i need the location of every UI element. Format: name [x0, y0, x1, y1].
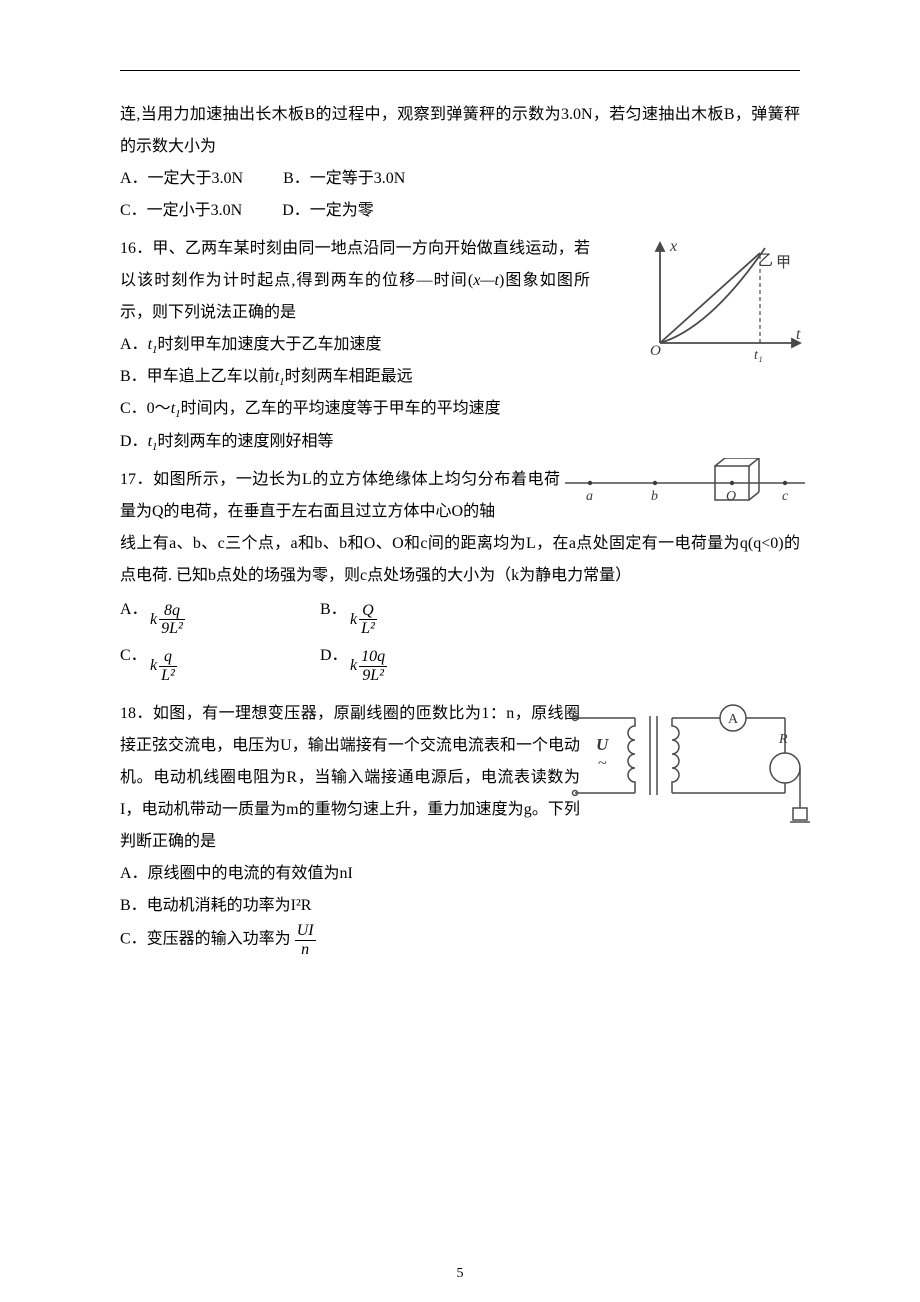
q18-opt-c-pre: C．变压器的输入功率为 [120, 931, 291, 948]
q18-stem: 18．如图，有一理想变压器，原副线圈的匝数比为1：n，原线圈接正弦交流电，电压为… [120, 698, 580, 858]
q17-opt-b-label: B． [320, 600, 350, 619]
ammeter-label: A [728, 712, 739, 727]
q18-option-c: C．变压器的输入功率为 UIn [120, 922, 800, 958]
q18-opt-c-num: UI [295, 922, 316, 941]
q16-opt-b-post: 时刻两车相距最远 [285, 368, 413, 385]
axis-x-label: x [669, 238, 677, 255]
q15-continuation: 连,当用力加速抽出长木板B的过程中，观察到弹簧秤的示数为3.0N，若匀速抽出木板… [120, 99, 800, 163]
q17-opt-a-num: 8q [159, 602, 185, 621]
q17-opt-b-k: k [350, 611, 357, 628]
q16-block: x t O t₁ 甲 乙 16．甲、乙两车某时刻由同一地点沿同一方向开始做直线运… [120, 233, 800, 458]
q16-opt-b-pre: B．甲车追上乙车以前 [120, 368, 275, 385]
q15-option-b: B．一定等于3.0N [283, 170, 405, 187]
q17-opt-d-k: k [350, 657, 357, 674]
q16-stem: 16．甲、乙两车某时刻由同一地点沿同一方向开始做直线运动，若以该时刻作为计时起点… [120, 233, 590, 329]
q17-opt-d-den: 9L² [359, 667, 387, 685]
q17-stem-part1: 17．如图所示，一边长为L的立方体绝缘体上均匀分布着电荷量为Q的电荷，在垂直于左… [120, 464, 560, 528]
tilde-label: ~ [598, 755, 607, 772]
pt-c: c [782, 489, 789, 504]
q18-figure: A U ~ R [570, 698, 810, 833]
q17-option-d: D． k10q9L² [320, 646, 520, 684]
q18-option-a: A．原线圈中的电流的有效值为nI [120, 858, 800, 890]
q17-opt-d-label: D． [320, 646, 350, 665]
q16-opt-a-post: 时刻甲车加速度大于乙车加速度 [158, 336, 382, 353]
q17-opt-c-k: k [150, 657, 157, 674]
q18-block: A U ~ R 18．如图，有一理想变压器，原副线圈的匝数比为1：n，原线圈接正… [120, 698, 800, 958]
q15-options-row2: C．一定小于3.0N D．一定为零 [120, 195, 800, 227]
q16-xt: x—t [473, 272, 499, 289]
q17-figure: a b O c [560, 458, 810, 523]
q17-opt-c-num: q [159, 648, 177, 667]
t1-label: t₁ [754, 348, 763, 363]
axis-t-label: t [796, 326, 801, 343]
q17-opt-a-label: A． [120, 600, 150, 619]
q16-option-d: D．t1时刻两车的速度刚好相等 [120, 426, 800, 458]
q17-opt-b-den: L² [359, 620, 377, 638]
q17-opt-b-num: Q [359, 602, 377, 621]
q17-opt-c-label: C． [120, 646, 150, 665]
q17-block: a b O c 17．如图所示，一边长为L的立方体绝缘体上均匀分布着电荷量为Q的… [120, 464, 800, 684]
q17-option-c: C． kqL² [120, 646, 320, 684]
q15-options-row1: A．一定大于3.0N B．一定等于3.0N [120, 163, 800, 195]
q16-opt-d-pre: D． [120, 433, 148, 450]
q17-opt-c-den: L² [159, 667, 177, 685]
page: 连,当用力加速抽出长木板B的过程中，观察到弹簧秤的示数为3.0N，若匀速抽出木板… [0, 0, 920, 1302]
q16-figure: x t O t₁ 甲 乙 [640, 233, 810, 368]
q16-opt-a-pre: A． [120, 336, 148, 353]
top-horizontal-rule [120, 70, 800, 71]
q17-opt-d-num: 10q [359, 648, 387, 667]
q17-options-row2: C． kqL² D． k10q9L² [120, 646, 800, 684]
q17-option-b: B． kQL² [320, 600, 520, 638]
page-number: 5 [0, 1266, 920, 1282]
q15-option-a: A．一定大于3.0N [120, 170, 243, 187]
q17-stem-part2: 线上有a、b、c三个点，a和b、b和O、O和c间的距离均为L，在a点处固定有一电… [120, 528, 800, 592]
origin-label: O [650, 343, 661, 359]
q15-option-c: C．一定小于3.0N [120, 202, 242, 219]
q17-options-row1: A． k8q9L² B． kQL² [120, 600, 800, 638]
curve-jia-label: 甲 [776, 255, 791, 271]
q16-opt-d-post: 时刻两车的速度刚好相等 [158, 433, 334, 450]
pt-o: O [726, 489, 736, 504]
curve-yi-label: 乙 [758, 253, 773, 269]
q16-option-c: C．0～t1时间内，乙车的平均速度等于甲车的平均速度 [120, 393, 800, 425]
r-label: R [778, 732, 788, 747]
q17-option-a: A． k8q9L² [120, 600, 320, 638]
pt-a: a [586, 489, 593, 504]
q16-opt-c-pre: C．0～ [120, 400, 171, 417]
q16-opt-c-post: 时间内，乙车的平均速度等于甲车的平均速度 [181, 400, 501, 417]
q17-lt0: <0 [761, 535, 778, 552]
q15-option-d: D．一定为零 [282, 202, 374, 219]
q17-opt-a-k: k [150, 611, 157, 628]
q17-opt-a-den: 9L² [159, 620, 185, 638]
u-label: U [596, 735, 609, 754]
pt-b: b [651, 489, 658, 504]
q18-option-b: B．电动机消耗的功率为I²R [120, 890, 800, 922]
q17-stem-part2-pre: 线上有a、b、c三个点，a和b、b和O、O和c间的距离均为L，在a点处固定有一电… [120, 535, 761, 552]
q18-opt-c-den: n [295, 941, 316, 959]
